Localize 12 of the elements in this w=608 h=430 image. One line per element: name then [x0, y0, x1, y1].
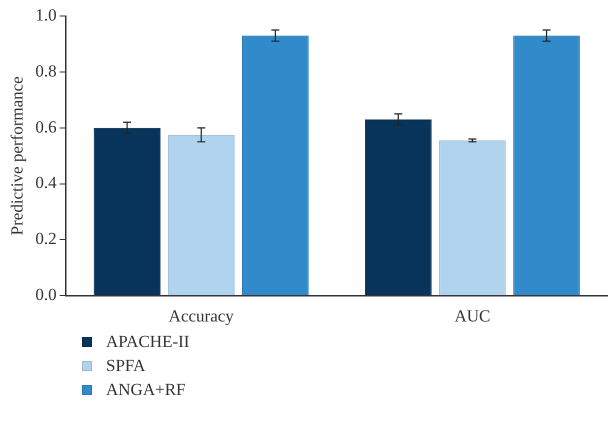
y-tick-label: 0.0	[35, 285, 57, 304]
y-tick-label: 1.0	[35, 5, 57, 24]
legend-label: APACHE-II	[106, 332, 190, 352]
x-tick-label: Accuracy	[168, 306, 234, 326]
legend-label: ANGA+RF	[106, 380, 186, 400]
y-tick-label: 0.2	[35, 229, 57, 248]
y-tick-label: 0.8	[35, 61, 57, 80]
x-tick-label: AUC	[454, 306, 490, 326]
y-tick-label: 0.6	[35, 117, 57, 136]
y-axis-title: Predictive performance	[8, 76, 27, 236]
legend-label: SPFA	[106, 356, 146, 376]
y-tick-label: 0.4	[35, 173, 58, 192]
